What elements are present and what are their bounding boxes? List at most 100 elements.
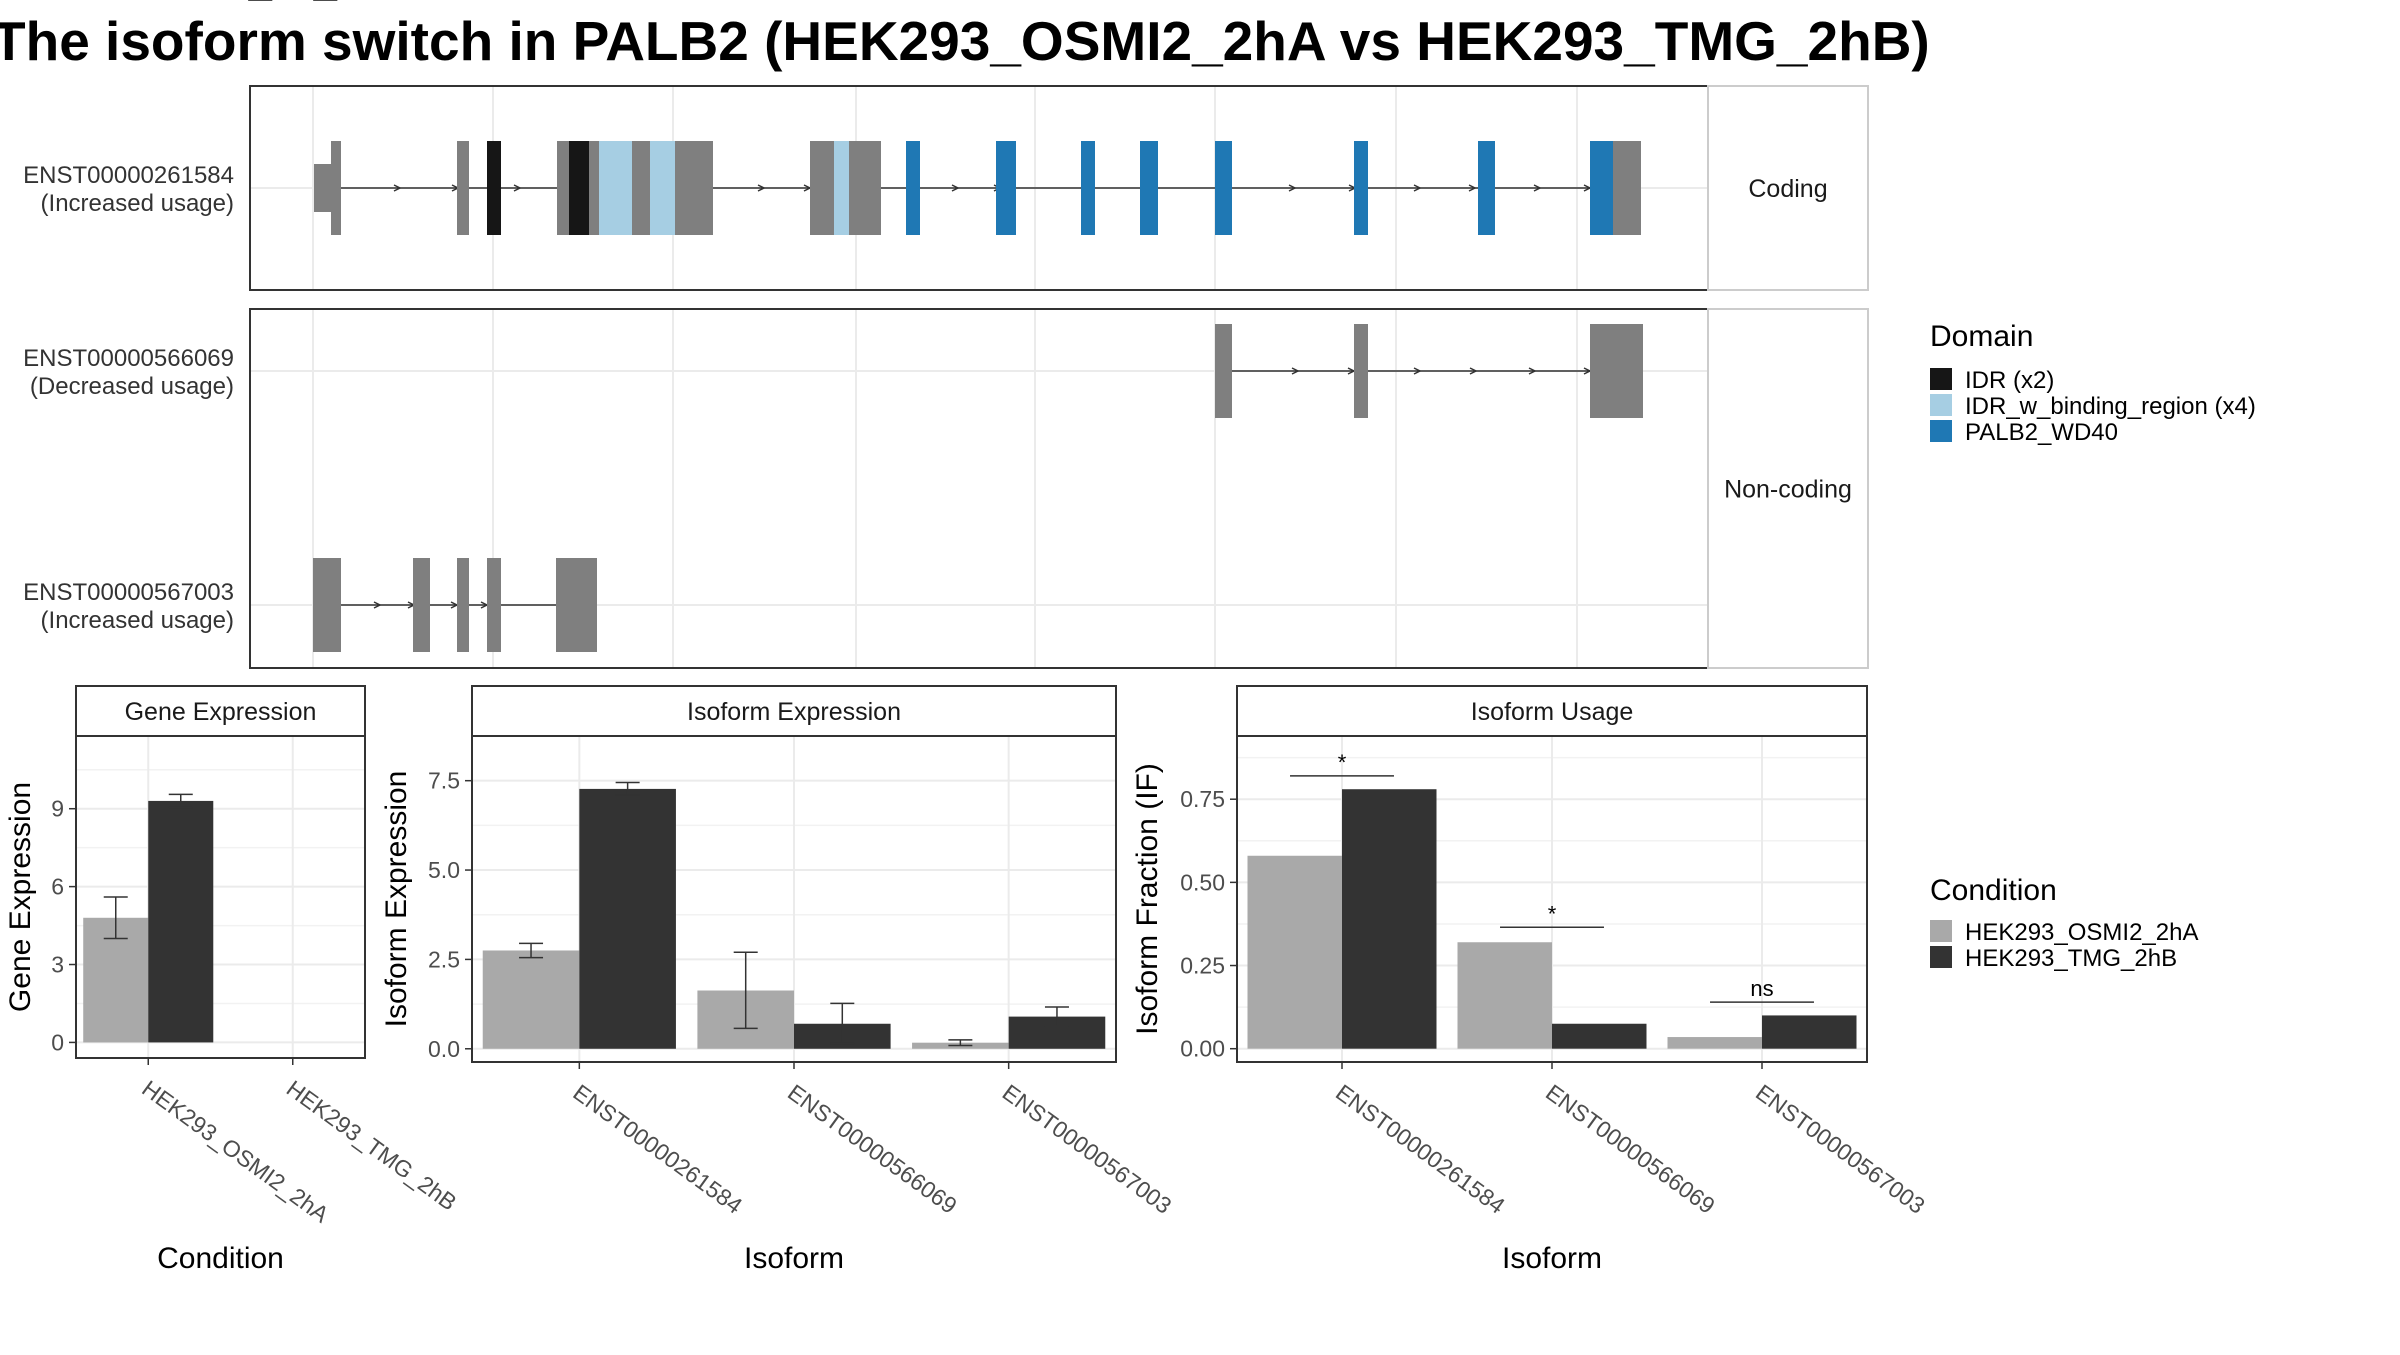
legend-label-cond-a: HEK293_OSMI2_2hA xyxy=(1965,919,2198,946)
idr-binding-domain xyxy=(834,141,849,235)
exon xyxy=(557,141,569,235)
exon xyxy=(413,558,430,652)
wd40-domain xyxy=(1081,141,1095,235)
y-tick-label: 0.00 xyxy=(1180,1036,1225,1062)
exon xyxy=(1215,324,1232,418)
transcript-status-label: (Decreased usage) xyxy=(30,373,234,400)
utr-exon xyxy=(1613,141,1641,235)
transcript-id-label: ENST00000261584 xyxy=(23,162,234,189)
x-tick-label: ENST00000566069 xyxy=(1541,1079,1720,1219)
x-tick-label: ENST00000566069 xyxy=(783,1079,962,1219)
facet-label-1: Non-coding xyxy=(1724,476,1852,504)
wd40-domain xyxy=(1140,141,1158,235)
x-tick-label: ENST00000567003 xyxy=(1751,1079,1930,1219)
strand-arrow xyxy=(373,601,382,609)
panel-title: Isoform Expression xyxy=(687,698,901,726)
wd40-domain xyxy=(1215,141,1232,235)
legend-label-idr-binding: IDR_w_binding_region (x4) xyxy=(1965,393,2256,420)
strand-arrow xyxy=(1528,367,1537,375)
bar-iso_usage-1-1 xyxy=(1552,1023,1647,1049)
x-axis-title: Isoform xyxy=(1502,1242,1602,1275)
wd40-domain xyxy=(906,141,920,235)
significance-label: ns xyxy=(1750,976,1773,1001)
significance-label: * xyxy=(1338,750,1347,775)
exon xyxy=(556,558,597,652)
panel-title: Isoform Usage xyxy=(1471,698,1634,726)
domain-legend-title: Domain xyxy=(1930,320,2033,353)
x-tick-label: ENST00000261584 xyxy=(568,1079,747,1219)
strand-arrow xyxy=(513,184,522,192)
plot-border xyxy=(75,735,366,1059)
idr-binding-domain xyxy=(650,141,675,235)
bar-iso_usage-2-0 xyxy=(1667,1037,1762,1049)
strand-arrow xyxy=(951,184,960,192)
facet-strip xyxy=(1707,85,1869,291)
exon xyxy=(487,558,501,652)
transcript-id-label: ENST00000567003 xyxy=(23,579,234,606)
legend-key-idr xyxy=(1930,368,1952,390)
panel-title-strip xyxy=(471,685,1117,737)
bar-iso_usage-1-0 xyxy=(1457,942,1552,1049)
y-tick-label: 5.0 xyxy=(428,857,460,883)
strand-arrow xyxy=(1533,184,1542,192)
domain-legend: Domain IDR (x2) IDR_w_binding_region (x4… xyxy=(1930,320,2256,446)
legend-key-cond-a xyxy=(1930,920,1952,942)
utr-exon xyxy=(314,164,332,212)
x-tick-label: ENST00000261584 xyxy=(1331,1079,1510,1219)
exon xyxy=(810,141,834,235)
isoform-usage-chart: Isoform Usage * * ns 0.00 0.25 0.50 0.75 ENST000… xyxy=(1131,685,1930,1275)
y-tick-label: 3 xyxy=(51,952,64,978)
y-tick-label: 7.5 xyxy=(428,768,460,794)
bar-iso_expr-0-0 xyxy=(482,950,580,1049)
y-tick-label: 0.0 xyxy=(428,1036,460,1062)
bar-iso_expr-0-1 xyxy=(579,788,676,1049)
legend-label-idr: IDR (x2) xyxy=(1965,367,2054,394)
strand-arrow xyxy=(1291,367,1300,375)
bar-iso_usage-0-1 xyxy=(1342,789,1437,1049)
strand-arrow xyxy=(393,184,402,192)
exon xyxy=(1590,324,1643,418)
significance-label: * xyxy=(1548,901,1557,926)
legend-key-wd40 xyxy=(1930,420,1952,442)
legend-label-cond-b: HEK293_TMG_2hB xyxy=(1965,945,2177,972)
y-tick-label: 6 xyxy=(51,874,64,900)
x-axis-title: Isoform xyxy=(744,1242,844,1275)
idr-domain xyxy=(487,141,501,235)
y-tick-label: 0.75 xyxy=(1180,786,1225,812)
panel-title: Gene Expression xyxy=(125,698,317,726)
condition-legend: Condition HEK293_OSMI2_2hA HEK293_TMG_2h… xyxy=(1930,874,2198,972)
exon xyxy=(313,558,341,652)
bar-iso_usage-2-1 xyxy=(1762,1015,1857,1049)
wd40-domain xyxy=(1478,141,1495,235)
y-tick-label: 0 xyxy=(51,1029,64,1055)
wd40-domain xyxy=(1590,141,1613,235)
strand-arrow xyxy=(1413,367,1422,375)
exon xyxy=(457,141,469,235)
bar-iso_usage-0-0 xyxy=(1247,855,1342,1049)
strand-arrow xyxy=(757,184,766,192)
legend-key-idr-binding xyxy=(1930,394,1952,416)
exon xyxy=(849,141,881,235)
transcript-status-label: (Increased usage) xyxy=(41,190,234,217)
y-axis-title: Isoform Expression xyxy=(380,771,413,1028)
strand-arrow xyxy=(1413,184,1422,192)
transcript-id-label: ENST00000566069 xyxy=(23,345,234,372)
facet-label-0: Coding xyxy=(1748,175,1827,203)
exon xyxy=(632,141,650,235)
facet-strip xyxy=(1707,308,1869,669)
transcript-status-label: (Increased usage) xyxy=(41,607,234,634)
figure-title: The isoform switch in PALB2 (HEK293_OSMI… xyxy=(0,10,1930,72)
wd40-domain xyxy=(996,141,1016,235)
y-axis-title: Isoform Fraction (IF) xyxy=(1131,763,1164,1035)
strand-arrow xyxy=(1469,367,1478,375)
y-tick-label: 2.5 xyxy=(428,946,460,972)
y-tick-label: 0.25 xyxy=(1180,953,1225,979)
y-axis-title: Gene Expression xyxy=(4,782,37,1012)
exon xyxy=(589,141,599,235)
strand-arrow xyxy=(1288,184,1297,192)
y-tick-label: 9 xyxy=(51,796,64,822)
exon xyxy=(1354,324,1368,418)
exon xyxy=(331,141,341,235)
